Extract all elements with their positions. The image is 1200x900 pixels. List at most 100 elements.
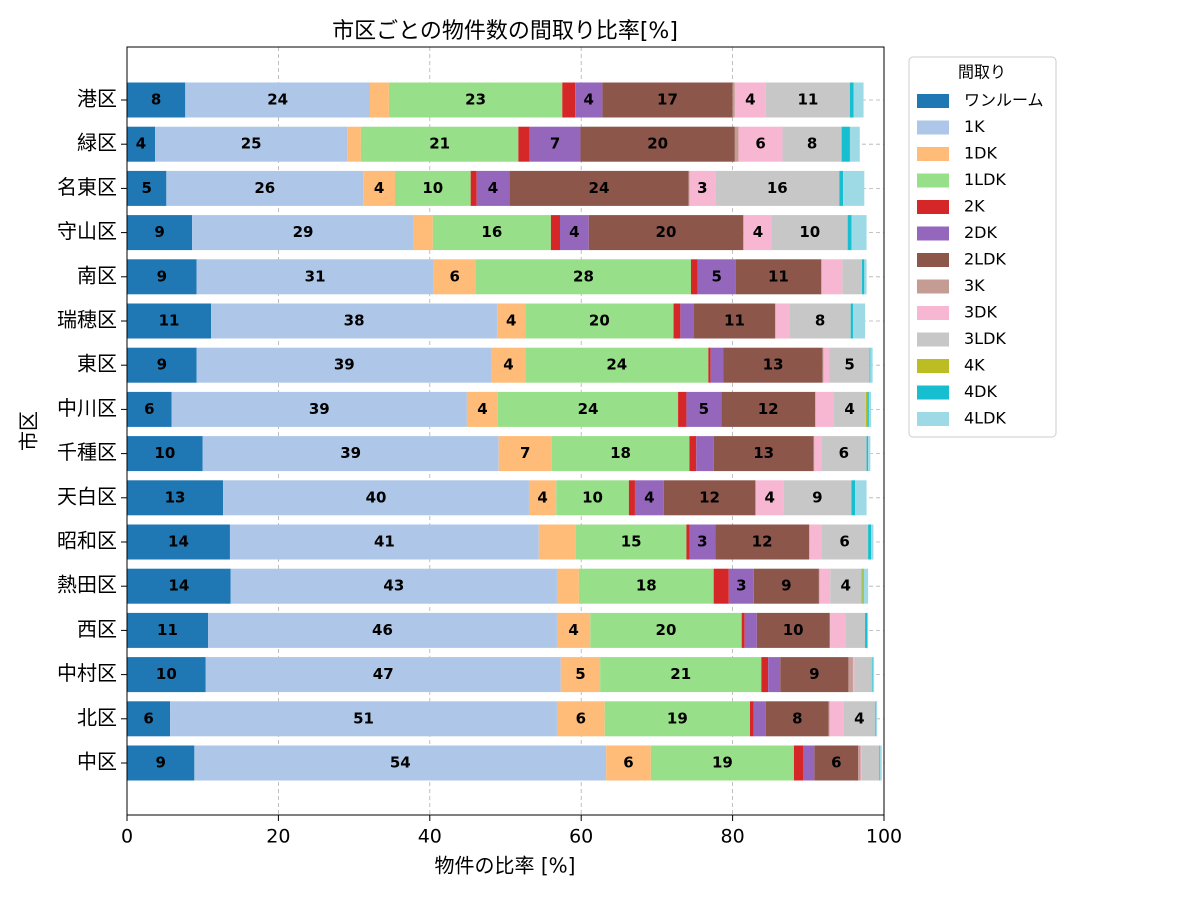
bar-segment — [813, 436, 815, 472]
legend-swatch — [917, 94, 949, 108]
value-label: 24 — [589, 179, 610, 197]
legend-swatch — [917, 253, 949, 267]
bar-segment — [127, 480, 224, 516]
legend-box — [908, 56, 1057, 438]
bar-segment — [127, 745, 195, 781]
value-label: 25 — [241, 135, 262, 153]
value-label: 9 — [781, 577, 791, 595]
value-label: 24 — [267, 91, 288, 109]
bar-segment — [809, 524, 810, 560]
bar-segment — [847, 215, 852, 251]
bar-segment — [865, 612, 868, 648]
value-label: 19 — [712, 754, 733, 772]
value-label: 18 — [610, 444, 631, 462]
bar-segment — [815, 391, 816, 427]
legend-label: 3K — [964, 276, 985, 295]
bar-segment — [815, 391, 834, 427]
value-label: 3 — [697, 179, 707, 197]
legend-swatch — [917, 279, 949, 294]
bar-segment — [185, 82, 370, 118]
value-label: 4 — [136, 135, 146, 153]
value-label: 8 — [815, 312, 825, 330]
bar-segment — [689, 436, 697, 472]
bar-segment — [782, 126, 842, 162]
bar-segment — [755, 480, 757, 516]
bar-segment — [470, 170, 477, 206]
value-label: 10 — [422, 179, 443, 197]
bar-segment — [868, 524, 872, 560]
bar-segment — [854, 657, 872, 693]
value-label: 4 — [841, 577, 851, 595]
bar-segment — [756, 480, 784, 516]
value-label: 10 — [156, 665, 177, 683]
value-label: 8 — [807, 135, 817, 153]
value-label: 24 — [606, 356, 627, 374]
bar-segment — [686, 391, 722, 427]
value-label: 24 — [578, 400, 599, 418]
bar-segment — [686, 524, 690, 560]
y-tick-label: 昭和区 — [57, 529, 117, 553]
bar-segment — [588, 215, 744, 251]
bar-segment — [823, 347, 830, 383]
value-label: 6 — [839, 444, 849, 462]
bar-segment — [743, 215, 772, 251]
value-label: 4 — [764, 488, 774, 506]
value-label: 4 — [584, 91, 594, 109]
bar-segment — [880, 745, 882, 781]
y-tick-label: 熱田区 — [57, 573, 117, 597]
value-label: 6 — [450, 267, 460, 285]
bar-segment — [866, 436, 869, 472]
bar-segment — [723, 347, 823, 383]
legend-swatch — [917, 226, 949, 241]
value-label: 11 — [724, 312, 745, 330]
value-label: 9 — [154, 223, 164, 241]
bar-segment — [650, 745, 794, 781]
value-label: 6 — [755, 135, 765, 153]
bar-segment — [628, 480, 635, 516]
value-label: 8 — [792, 709, 802, 727]
bar-segment — [853, 82, 864, 118]
bar-segment — [732, 82, 735, 118]
bar-segment — [830, 612, 846, 648]
bar-segment — [879, 745, 881, 781]
bar-segment — [874, 701, 876, 737]
value-label: 5 — [711, 267, 721, 285]
bar-segment — [223, 480, 529, 516]
value-label: 20 — [656, 223, 677, 241]
bar-segment — [497, 303, 526, 339]
bar-segment — [127, 259, 197, 295]
bar-segment — [369, 82, 389, 118]
bar-segment — [680, 303, 694, 339]
bar-segment — [875, 701, 878, 737]
bar-segment — [433, 259, 476, 295]
bar-segment — [860, 745, 862, 781]
bar-segment — [753, 568, 819, 604]
value-label: 6 — [623, 754, 633, 772]
bar-segment — [127, 82, 186, 118]
bar-segment — [155, 126, 348, 162]
legend-swatch — [917, 412, 949, 426]
value-label: 38 — [344, 312, 365, 330]
bar-segment — [518, 126, 530, 162]
bar-segment — [696, 436, 714, 472]
value-label: 20 — [656, 621, 677, 639]
bar-segment — [869, 347, 871, 383]
value-label: 51 — [353, 709, 374, 727]
y-tick-label: 東区 — [77, 352, 117, 376]
bar-segment — [821, 436, 867, 472]
bar-segment — [575, 524, 687, 560]
bar-segment — [728, 568, 754, 604]
bar-segment — [475, 259, 691, 295]
value-label: 17 — [657, 91, 678, 109]
value-label: 13 — [763, 356, 784, 374]
bar-segment — [793, 745, 804, 781]
bar-segment — [207, 612, 557, 648]
value-label: 12 — [752, 533, 773, 551]
bar-segment — [829, 701, 844, 737]
bar-segment — [822, 347, 824, 383]
bar-segment — [851, 215, 867, 251]
bar-segment — [814, 745, 859, 781]
value-label: 39 — [340, 444, 361, 462]
bar-segment — [780, 657, 849, 693]
